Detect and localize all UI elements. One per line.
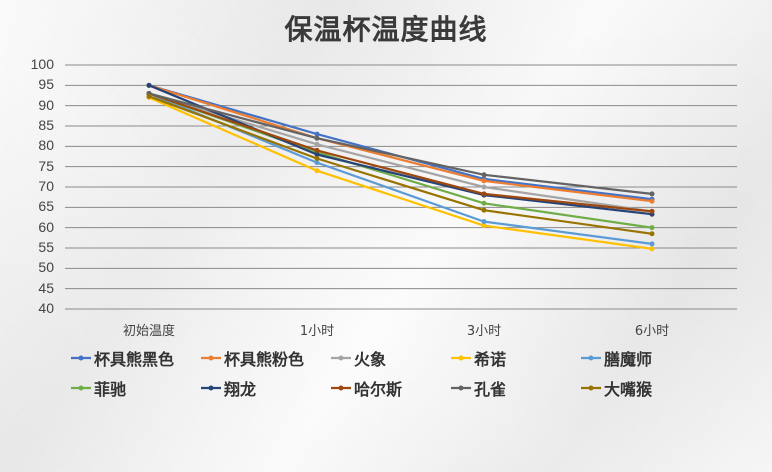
legend-item: 火象	[330, 346, 386, 370]
legend-item: 杯具熊粉色	[200, 346, 304, 370]
x-tick-label: 初始温度	[122, 324, 175, 339]
legend-item: 杯具熊黑色	[70, 346, 174, 370]
legend-line-marker-icon	[581, 385, 601, 391]
data-point-marker	[649, 225, 655, 231]
legend-label: 菲驰	[94, 380, 127, 399]
y-tick-label: 80	[38, 137, 54, 154]
legend-label: 哈尔斯	[354, 380, 403, 399]
legend-line-marker-icon	[581, 355, 601, 361]
legend-label: 膳魔师	[604, 350, 653, 369]
legend-line-marker-icon	[451, 355, 471, 361]
legend-item: 翔龙	[200, 376, 256, 400]
x-tick-label: 1小时	[299, 324, 335, 339]
legend-label: 火象	[354, 350, 387, 369]
data-point-marker	[481, 191, 487, 197]
y-tick-label: 60	[38, 218, 54, 235]
data-point-marker	[314, 141, 320, 147]
y-tick-label: 50	[38, 259, 54, 276]
data-point-marker	[481, 200, 487, 206]
legend-label: 孔雀	[474, 380, 507, 399]
data-point-marker	[481, 184, 487, 190]
y-tick-label: 95	[38, 76, 54, 93]
chart-title: 保温杯温度曲线	[284, 13, 488, 46]
data-point-marker	[481, 172, 487, 178]
data-point-marker	[649, 231, 655, 237]
y-tick-label: 70	[38, 178, 54, 194]
legend-line-marker-icon	[451, 385, 471, 391]
y-tick-label: 85	[38, 117, 54, 133]
y-tick-label: 40	[38, 300, 54, 316]
legend-item: 哈尔斯	[330, 376, 402, 400]
series-line	[146, 93, 655, 237]
x-tick-label: 3小时	[466, 324, 502, 339]
data-point-marker	[481, 223, 487, 229]
data-point-marker	[314, 168, 320, 174]
y-tick-label: 90	[38, 96, 54, 113]
data-point-marker	[314, 147, 320, 153]
legend-line-marker-icon	[71, 355, 91, 361]
legend-label: 杯具熊粉色	[224, 350, 305, 369]
data-point-marker	[649, 241, 655, 247]
legend-label: 翔龙	[224, 380, 257, 399]
data-point-marker	[146, 93, 152, 99]
legend-label: 希诺	[474, 350, 507, 369]
legend-item: 菲驰	[70, 376, 126, 400]
y-tick-label: 55	[38, 239, 54, 255]
data-point-marker	[314, 135, 320, 141]
series-line	[146, 82, 655, 217]
legend-line-marker-icon	[71, 385, 91, 391]
data-point-marker	[314, 156, 320, 162]
data-point-marker	[649, 246, 655, 252]
legend-item: 孔雀	[450, 376, 506, 400]
data-point-marker	[314, 151, 320, 157]
data-point-marker	[481, 178, 487, 184]
legend-line-marker-icon	[201, 385, 221, 391]
legend-item: 膳魔师	[580, 346, 652, 370]
y-tick-label: 65	[38, 198, 54, 215]
data-point-marker	[649, 191, 655, 197]
data-point-marker	[481, 219, 487, 225]
legend-item: 希诺	[450, 346, 506, 370]
legend-line-marker-icon	[331, 355, 351, 361]
legend-label: 杯具熊黑色	[94, 350, 175, 369]
y-tick-label: 100	[30, 56, 54, 72]
legend-line-marker-icon	[331, 385, 351, 391]
y-tick-label: 45	[38, 279, 54, 296]
data-point-marker	[146, 82, 152, 88]
data-point-marker	[649, 198, 655, 204]
legend-item: 大嘴猴	[580, 376, 652, 400]
data-point-marker	[481, 207, 487, 213]
data-point-marker	[314, 160, 320, 166]
data-point-marker	[314, 131, 320, 137]
y-tick-label: 75	[38, 157, 54, 174]
data-point-marker	[649, 208, 655, 214]
legend-line-marker-icon	[201, 355, 221, 361]
x-tick-label: 6小时	[634, 324, 670, 339]
legend-label: 大嘴猴	[604, 380, 653, 399]
